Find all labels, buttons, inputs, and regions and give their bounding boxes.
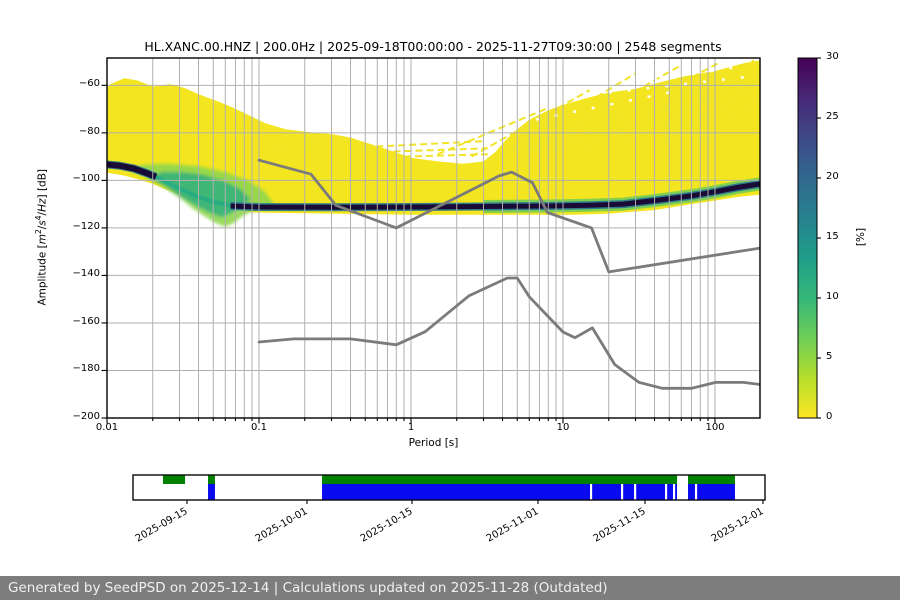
ppsd-outlier-streak xyxy=(555,60,722,151)
ppsd-outlier-streak xyxy=(382,147,488,153)
timeline-data-segment xyxy=(208,475,215,484)
timeline-psd-gap xyxy=(672,484,676,500)
ppsd-outlier-streak xyxy=(661,82,760,144)
y-axis-label-slash2: / xyxy=(36,211,49,216)
y-axis-label-s: s xyxy=(36,220,49,226)
footer-bar: Generated by SeedPSD on 2025-12-14 | Cal… xyxy=(0,576,900,600)
y-tick-label: −180 xyxy=(72,363,100,375)
y-axis-label-hz: Hz xyxy=(36,198,49,212)
grid-lines xyxy=(106,58,760,418)
x-tick-label: 0.1 xyxy=(251,422,267,433)
plot-frame xyxy=(106,57,761,419)
noise-model-nlnm xyxy=(257,276,760,390)
y-axis-label-sup4: 4 xyxy=(33,215,43,221)
timeline-bar xyxy=(132,474,766,504)
timeline-psd-gap xyxy=(589,484,593,500)
y-axis-label-slash: / xyxy=(36,225,49,230)
y-axis-label: Amplitude [m2/s4/Hz] [dB] xyxy=(34,67,49,407)
colorbar-tick-label: 5 xyxy=(826,351,833,362)
y-axis-label-m: m xyxy=(36,234,49,245)
y-tick-label: −140 xyxy=(72,268,100,280)
colorbar xyxy=(797,57,821,419)
timeline-data-segment xyxy=(322,475,678,484)
x-tick-label: 100 xyxy=(705,422,725,433)
x-tick-label: 0.01 xyxy=(95,422,119,433)
y-tick-label: −100 xyxy=(72,173,100,185)
noise-model-nhnm xyxy=(257,158,760,274)
colorbar-tick-label: 10 xyxy=(826,291,839,302)
ppsd-outlier-streak xyxy=(270,139,351,149)
timeline-psd-gap xyxy=(694,484,698,500)
timeline-psd-segment xyxy=(208,484,215,500)
x-tick-label: 1 xyxy=(407,422,415,433)
ppsd-outlier-streak xyxy=(437,106,549,156)
y-axis-label-suffix: ] [dB] xyxy=(36,168,49,199)
axis-ticks xyxy=(101,84,716,424)
colorbar-tick-label: 20 xyxy=(826,171,839,182)
timeline-data-segment xyxy=(163,475,186,484)
plot-title: HL.XANC.00.HNZ | 200.0Hz | 2025-09-18T00… xyxy=(144,39,722,54)
y-tick-label: −60 xyxy=(78,78,100,90)
y-tick-label: −120 xyxy=(72,220,100,232)
x-axis-label: Period [s] xyxy=(408,437,459,449)
colorbar-tick-label: 25 xyxy=(826,111,839,122)
noise-models xyxy=(257,158,760,390)
footer-text: Generated by SeedPSD on 2025-12-14 | Cal… xyxy=(8,580,608,596)
y-axis-label-prefix: Amplitude [ xyxy=(36,244,49,306)
y-tick-label: −200 xyxy=(72,411,100,422)
ppsd-outlier-streak xyxy=(471,89,591,158)
ppsd-outlier-streak xyxy=(501,72,637,156)
colorbar-label: [%] xyxy=(855,227,867,247)
y-tick-label: −80 xyxy=(78,125,100,137)
colorbar-tick-label: 15 xyxy=(826,231,839,242)
colorbar-tick-label: 0 xyxy=(826,411,833,422)
ppsd-outlier-streak xyxy=(365,140,484,149)
timeline-psd-gap xyxy=(634,484,637,500)
timeline-data-segment xyxy=(688,475,735,484)
timeline-psd-gap xyxy=(621,484,624,500)
timeline-psd-segment xyxy=(322,484,678,500)
y-axis-label-sup2: 2 xyxy=(33,229,43,235)
timeline-psd-gap xyxy=(665,484,668,500)
y-tick-label: −160 xyxy=(72,315,100,327)
x-tick-label: 10 xyxy=(556,422,570,433)
timeline-psd-segment xyxy=(688,484,735,500)
colorbar-tick-label: 30 xyxy=(826,51,839,62)
